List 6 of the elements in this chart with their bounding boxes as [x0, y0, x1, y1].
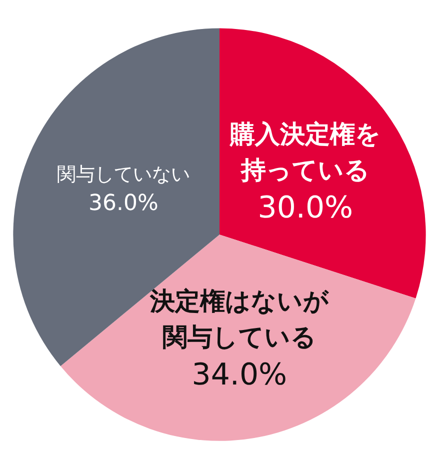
data-label: 36.0% [88, 190, 158, 216]
data-label: 34.0% [192, 357, 288, 392]
slice-label: 購入決定権を持っている [228, 120, 381, 185]
slice-label: 決定権はないが関与している [148, 286, 329, 352]
data-label: 30.0% [258, 190, 354, 226]
slice-label: 関与していない [56, 163, 190, 186]
